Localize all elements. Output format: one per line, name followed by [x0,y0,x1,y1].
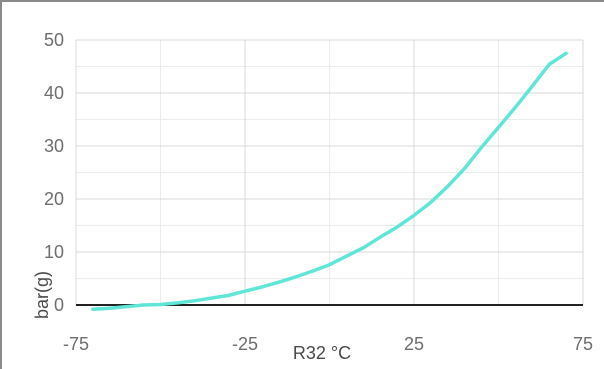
y-tick-label: 0 [54,295,64,315]
y-tick-label: 40 [44,83,64,103]
x-tick-label: 75 [573,334,593,354]
y-axis-title: bar(g) [32,271,52,319]
series-line-0 [91,51,568,311]
minor-grid [76,40,583,305]
x-tick-label: -25 [232,334,258,354]
x-tick-label: 25 [404,334,424,354]
x-tick-label: -75 [63,334,89,354]
major-grid [75,39,584,306]
y-tick-label: 10 [44,242,64,262]
y-tick-label: 20 [44,189,64,209]
series-layer [91,51,568,311]
y-tick-label: 50 [44,30,64,50]
y-tick-labels: 0 10 20 30 40 50 [44,30,64,315]
y-tick-label: 30 [44,136,64,156]
x-axis-title: R32 °C [293,343,351,363]
x-tick-labels: -75 -25 25 75 [63,334,593,354]
